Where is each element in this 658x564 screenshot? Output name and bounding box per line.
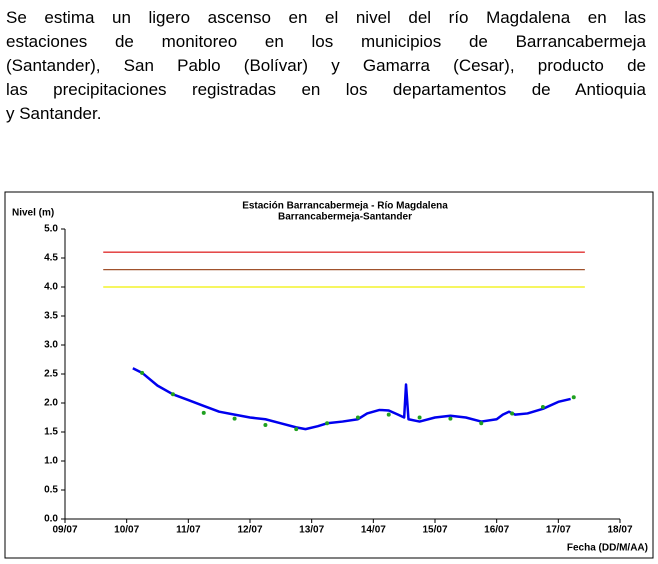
level-point — [571, 395, 576, 400]
x-axis-label: Fecha (DD/M/AA) — [567, 543, 648, 554]
paragraph: Se estima un ligero ascenso en el nivel … — [6, 6, 646, 126]
y-axis-label: Nivel (m) — [12, 208, 54, 219]
level-point — [140, 370, 145, 375]
paragraph-line: y Santander. — [6, 104, 102, 123]
level-point — [386, 412, 391, 417]
chart-frame — [4, 191, 654, 559]
paragraph-line: las precipitaciones registradas en los d… — [6, 80, 646, 99]
y-tick-label: 4.5 — [44, 253, 58, 264]
y-tick-label: 3.5 — [44, 311, 58, 322]
x-tick-label: 16/07 — [484, 525, 509, 536]
level-point — [232, 416, 237, 421]
x-tick-label: 17/07 — [546, 525, 571, 536]
x-tick-label: 18/07 — [607, 525, 632, 536]
level-point — [355, 415, 360, 420]
y-tick-label: 0.0 — [44, 514, 58, 525]
level-point — [294, 427, 299, 432]
y-tick-label: 1.0 — [44, 456, 58, 467]
x-tick-label: 14/07 — [361, 525, 386, 536]
x-tick-label: 10/07 — [114, 525, 139, 536]
y-tick-label: 0.5 — [44, 485, 58, 496]
level-line — [132, 367, 571, 431]
level-point — [448, 416, 453, 421]
chart-subtitle: Barrancabermeja-Santander — [278, 212, 412, 223]
y-tick-label: 2.5 — [44, 369, 58, 380]
y-tick-label: 4.0 — [44, 282, 58, 293]
level-point — [263, 423, 268, 428]
y-tick-label: 2.0 — [44, 398, 58, 409]
y-tick-label: 3.0 — [44, 340, 58, 351]
level-point — [325, 421, 330, 426]
x-tick-label: 11/07 — [176, 525, 201, 536]
level-point — [201, 410, 206, 415]
x-tick-label: 13/07 — [299, 525, 324, 536]
chart-title: Estación Barrancabermeja - Río Magdalena — [242, 201, 448, 212]
paragraph-line: (Santander), San Pablo (Bolívar) y Gamar… — [6, 56, 646, 75]
level-point — [510, 411, 515, 416]
level-point — [540, 405, 545, 410]
x-tick-label: 09/07 — [52, 525, 77, 536]
paragraph-line: Se estima un ligero ascenso en el nivel … — [6, 8, 646, 27]
level-point — [170, 392, 175, 397]
x-tick-label: 15/07 — [422, 525, 447, 536]
y-tick-label: 5.0 — [44, 224, 58, 235]
y-tick-label: 1.5 — [44, 427, 58, 438]
level-point — [479, 421, 484, 426]
level-point — [417, 415, 422, 420]
paragraph-line: estaciones de monitoreo en los municipio… — [6, 32, 646, 51]
x-tick-label: 12/07 — [237, 525, 262, 536]
